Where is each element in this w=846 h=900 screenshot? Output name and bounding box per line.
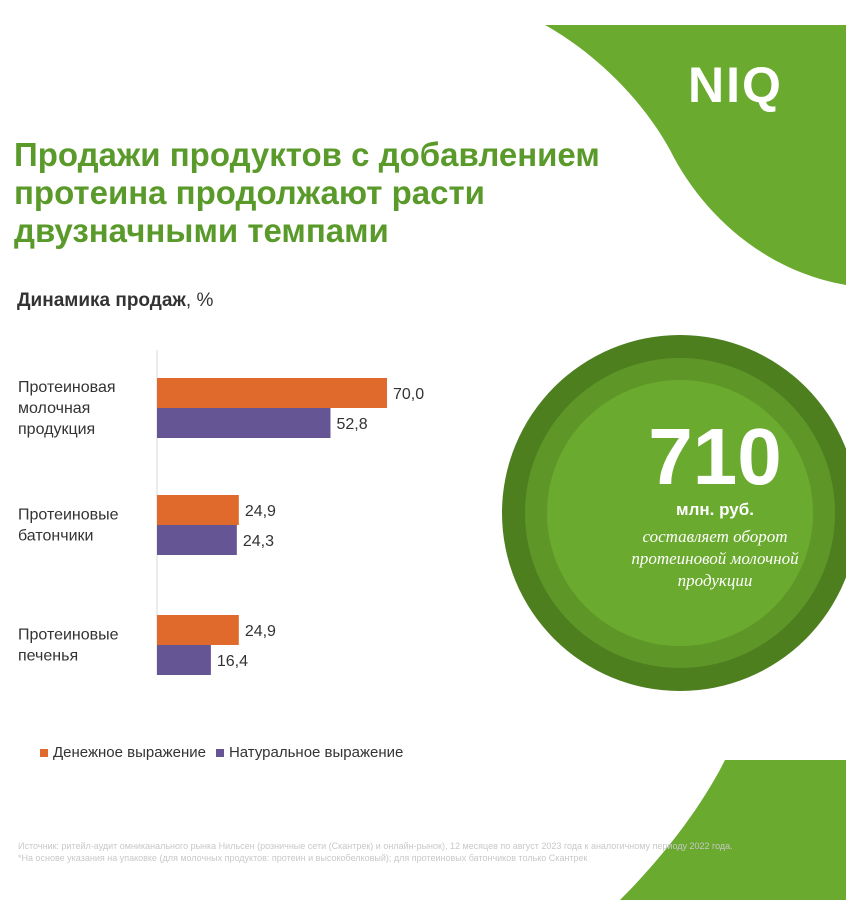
chart-subtitle: Динамика продаж, % <box>17 290 213 312</box>
data-label: 70,0 <box>393 386 424 403</box>
category-label-line: батончики <box>18 528 93 545</box>
page-title: Продажи продуктов с добавлением протеина… <box>14 136 600 249</box>
legend-swatch-volume <box>215 748 224 757</box>
bar-volume <box>157 408 331 438</box>
highlight-number: 710 <box>648 412 782 501</box>
category-label: Протеиновые батончики <box>18 507 119 545</box>
top-green-shape <box>545 25 846 285</box>
category-label-line: Протеиновая <box>18 379 116 396</box>
category-label-line: продукция <box>18 421 95 438</box>
source-line-2: *На основе указания на упаковке (для мол… <box>18 853 588 863</box>
data-label: 24,9 <box>245 503 276 520</box>
category-label-line: Протеиновые <box>18 627 119 644</box>
data-label: 24,3 <box>243 533 274 550</box>
bar-chart: Протеиновая молочная продукция 70,0 52,8 Прот… <box>18 350 424 675</box>
category-label-line: Протеиновые <box>18 507 119 524</box>
data-label: 52,8 <box>336 416 367 433</box>
bar-money <box>157 615 239 645</box>
category-label: Протеиновые печенья <box>18 627 119 665</box>
source-line-1: Источник: ритейл-аудит омниканального ры… <box>18 841 733 851</box>
legend-label-money: Денежное выражение <box>53 744 206 761</box>
bar-volume <box>157 645 211 675</box>
legend-label-volume: Натуральное выражение <box>228 744 404 761</box>
inner-circle <box>547 380 813 646</box>
data-label: 16,4 <box>217 653 248 670</box>
legend-item-money: Денежное выражение <box>40 744 206 761</box>
chart-legend: Денежное выражение Натуральное выражение <box>40 744 413 761</box>
highlight-description: составляет оборот протеиновой молочной п… <box>631 527 799 590</box>
highlight-unit: млн. руб. <box>676 500 754 519</box>
category-label-line: молочная <box>18 400 90 417</box>
bottom-green-shape <box>620 760 846 900</box>
data-label: 24,9 <box>245 623 276 640</box>
category-label-line: печенья <box>18 648 78 665</box>
highlight-block: 710 млн. руб. составляет оборот протеино… <box>580 412 846 592</box>
source-note: Источник: ритейл-аудит омниканального ры… <box>18 840 838 864</box>
bar-money <box>157 495 239 525</box>
niq-logo: NIQ <box>688 57 783 113</box>
chart-subtitle-rest: , % <box>185 290 214 311</box>
legend-item-volume: Натуральное выражение <box>215 744 404 761</box>
chart-subtitle-bold: Динамика продаж <box>17 290 186 311</box>
bar-volume <box>157 525 237 555</box>
legend-swatch-money <box>40 748 48 757</box>
category-label: Протеиновая молочная продукция <box>18 379 116 438</box>
bar-money <box>157 378 387 408</box>
